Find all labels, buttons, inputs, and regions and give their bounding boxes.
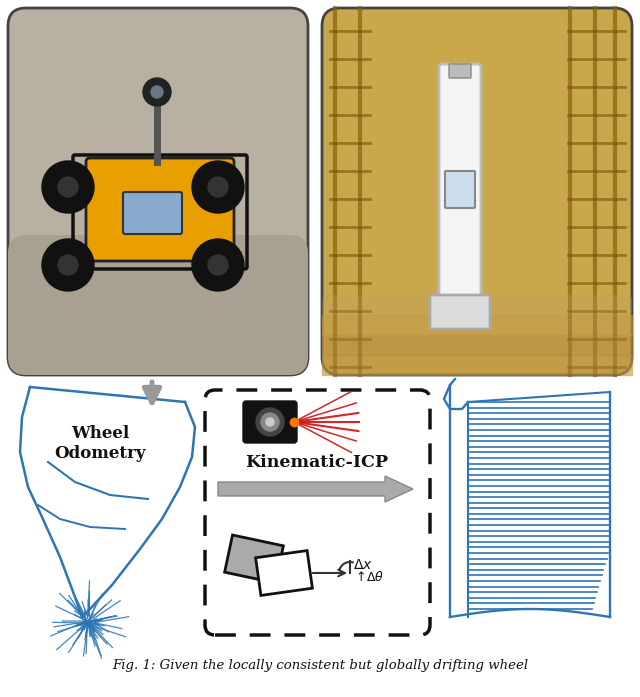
FancyBboxPatch shape [86, 158, 234, 261]
FancyBboxPatch shape [243, 401, 297, 443]
Circle shape [151, 86, 163, 98]
FancyBboxPatch shape [205, 390, 430, 635]
Circle shape [58, 255, 78, 275]
Polygon shape [225, 535, 284, 583]
FancyBboxPatch shape [449, 64, 471, 78]
FancyBboxPatch shape [322, 8, 632, 375]
Circle shape [42, 239, 94, 291]
FancyArrow shape [218, 476, 413, 502]
FancyBboxPatch shape [430, 295, 490, 329]
FancyBboxPatch shape [439, 64, 481, 310]
Circle shape [42, 161, 94, 213]
Polygon shape [255, 551, 312, 595]
Circle shape [58, 177, 78, 197]
Circle shape [208, 255, 228, 275]
Circle shape [208, 177, 228, 197]
FancyBboxPatch shape [445, 171, 475, 208]
Circle shape [192, 161, 244, 213]
FancyBboxPatch shape [123, 192, 182, 234]
Circle shape [256, 408, 284, 436]
Text: Kinematic-ICP: Kinematic-ICP [246, 454, 388, 471]
Text: Wheel
Odometry: Wheel Odometry [54, 425, 146, 461]
Text: $\Delta x$: $\Delta x$ [353, 558, 373, 572]
Text: $\uparrow\!\Delta\theta$: $\uparrow\!\Delta\theta$ [353, 570, 384, 584]
Text: Fig. 1: Given the locally consistent but globally drifting wheel: Fig. 1: Given the locally consistent but… [112, 659, 528, 671]
FancyBboxPatch shape [322, 295, 632, 375]
Circle shape [266, 418, 274, 426]
FancyBboxPatch shape [8, 235, 308, 375]
Circle shape [143, 78, 171, 106]
FancyBboxPatch shape [8, 8, 308, 375]
Circle shape [192, 239, 244, 291]
Circle shape [261, 413, 279, 431]
